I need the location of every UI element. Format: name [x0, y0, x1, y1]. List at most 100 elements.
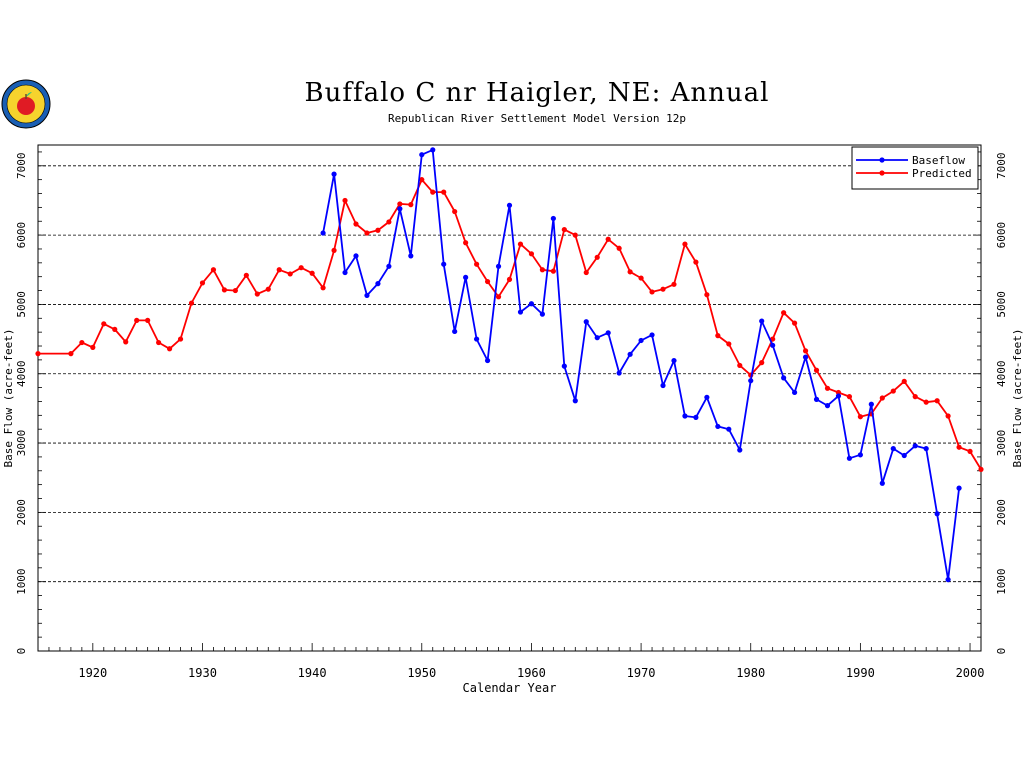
data-point-predicted — [912, 394, 918, 400]
data-point-baseflow — [627, 351, 633, 357]
y-axis-label-right: Base Flow (acre-feet) — [1011, 328, 1024, 467]
data-point-baseflow — [901, 452, 907, 459]
data-point-predicted — [112, 326, 118, 332]
data-point-baseflow — [912, 443, 918, 449]
legend-label-predicted: Predicted — [912, 167, 972, 180]
data-point-predicted — [254, 291, 260, 297]
data-point-predicted — [265, 286, 271, 292]
data-point-predicted — [397, 201, 403, 207]
data-point-predicted — [452, 208, 458, 215]
data-point-baseflow — [660, 382, 666, 389]
data-point-baseflow — [934, 511, 940, 517]
data-point-predicted — [320, 285, 326, 291]
data-point-baseflow — [715, 423, 721, 430]
data-point-predicted — [210, 267, 217, 273]
data-point-baseflow — [846, 455, 853, 461]
data-point-baseflow — [638, 337, 644, 344]
data-point-predicted — [243, 272, 249, 278]
data-point-baseflow — [430, 147, 436, 153]
x-tick-label-1970: 1970 — [627, 666, 656, 680]
y-tick-label-right: 0 — [995, 648, 1008, 655]
data-point-predicted — [188, 300, 195, 306]
data-point-baseflow — [813, 396, 820, 402]
data-point-predicted — [287, 271, 293, 277]
data-point-baseflow — [320, 230, 326, 236]
data-point-predicted — [704, 292, 710, 298]
data-point-predicted — [934, 398, 940, 404]
data-point-predicted — [463, 240, 469, 246]
data-point-baseflow — [605, 330, 611, 336]
data-point-predicted — [550, 268, 556, 274]
data-point-baseflow — [452, 328, 458, 335]
data-point-predicted — [638, 275, 644, 281]
data-point-baseflow — [649, 332, 655, 338]
data-point-baseflow — [419, 152, 425, 158]
data-point-predicted — [430, 189, 436, 195]
y-tick-label-left: 0 — [15, 648, 28, 655]
y-tick-label-left: 2000 — [15, 499, 28, 526]
data-point-predicted — [123, 339, 129, 345]
data-point-predicted — [594, 254, 600, 260]
data-point-predicted — [737, 362, 743, 369]
y-tick-label-right: 1000 — [995, 568, 1008, 595]
x-tick-label-1980: 1980 — [736, 666, 765, 680]
legend-swatch-point-baseflow — [879, 157, 885, 163]
data-point-predicted — [813, 367, 820, 373]
x-tick-label-1960: 1960 — [517, 666, 546, 680]
data-point-baseflow — [528, 301, 535, 307]
data-point-predicted — [846, 394, 853, 400]
data-point-predicted — [682, 241, 688, 247]
data-point-baseflow — [364, 292, 370, 299]
data-point-baseflow — [868, 401, 874, 407]
data-point-baseflow — [561, 363, 567, 369]
data-point-predicted — [474, 261, 480, 267]
data-point-baseflow — [671, 357, 677, 364]
data-point-baseflow — [517, 309, 524, 315]
legend-label-baseflow: Baseflow — [912, 154, 965, 167]
y-tick-label-left: 6000 — [15, 222, 28, 249]
data-point-baseflow — [484, 357, 491, 364]
data-point-baseflow — [441, 261, 447, 267]
data-point-baseflow — [474, 336, 480, 342]
data-point-predicted — [101, 321, 107, 327]
data-point-baseflow — [463, 274, 469, 280]
data-point-predicted — [134, 317, 140, 323]
data-point-predicted — [495, 294, 502, 300]
data-point-baseflow — [506, 202, 513, 208]
y-tick-label-left: 7000 — [15, 153, 28, 180]
data-point-baseflow — [956, 485, 962, 491]
data-point-predicted — [671, 281, 677, 287]
data-point-predicted — [441, 189, 447, 195]
data-point-predicted — [572, 232, 578, 238]
data-point-predicted — [583, 269, 589, 276]
data-point-predicted — [857, 414, 863, 420]
data-point-predicted — [561, 226, 567, 233]
data-point-predicted — [693, 259, 699, 265]
data-point-baseflow — [616, 370, 622, 376]
data-point-predicted — [199, 280, 206, 286]
y-tick-label-right: 6000 — [995, 222, 1008, 249]
y-tick-label-left: 4000 — [15, 360, 28, 387]
data-point-predicted — [781, 310, 787, 316]
series-line-predicted — [38, 178, 982, 470]
data-point-predicted — [408, 202, 414, 208]
y-tick-label-right: 5000 — [995, 291, 1008, 318]
data-point-predicted — [967, 448, 973, 454]
data-point-predicted — [342, 197, 348, 204]
y-tick-label-right: 7000 — [995, 153, 1008, 180]
data-point-predicted — [353, 221, 359, 227]
data-point-baseflow — [923, 446, 929, 452]
data-point-baseflow — [682, 413, 688, 419]
legend-box — [851, 146, 979, 190]
y-tick-label-left: 1000 — [15, 568, 28, 595]
data-point-predicted — [901, 378, 907, 384]
data-point-predicted — [528, 251, 535, 257]
x-tick-label-1940: 1940 — [298, 666, 327, 680]
data-point-baseflow — [890, 446, 896, 452]
data-point-baseflow — [748, 378, 754, 384]
data-point-baseflow — [375, 281, 381, 287]
data-point-predicted — [627, 269, 633, 275]
data-point-predicted — [331, 247, 337, 253]
x-tick-label-2000: 2000 — [956, 666, 985, 680]
